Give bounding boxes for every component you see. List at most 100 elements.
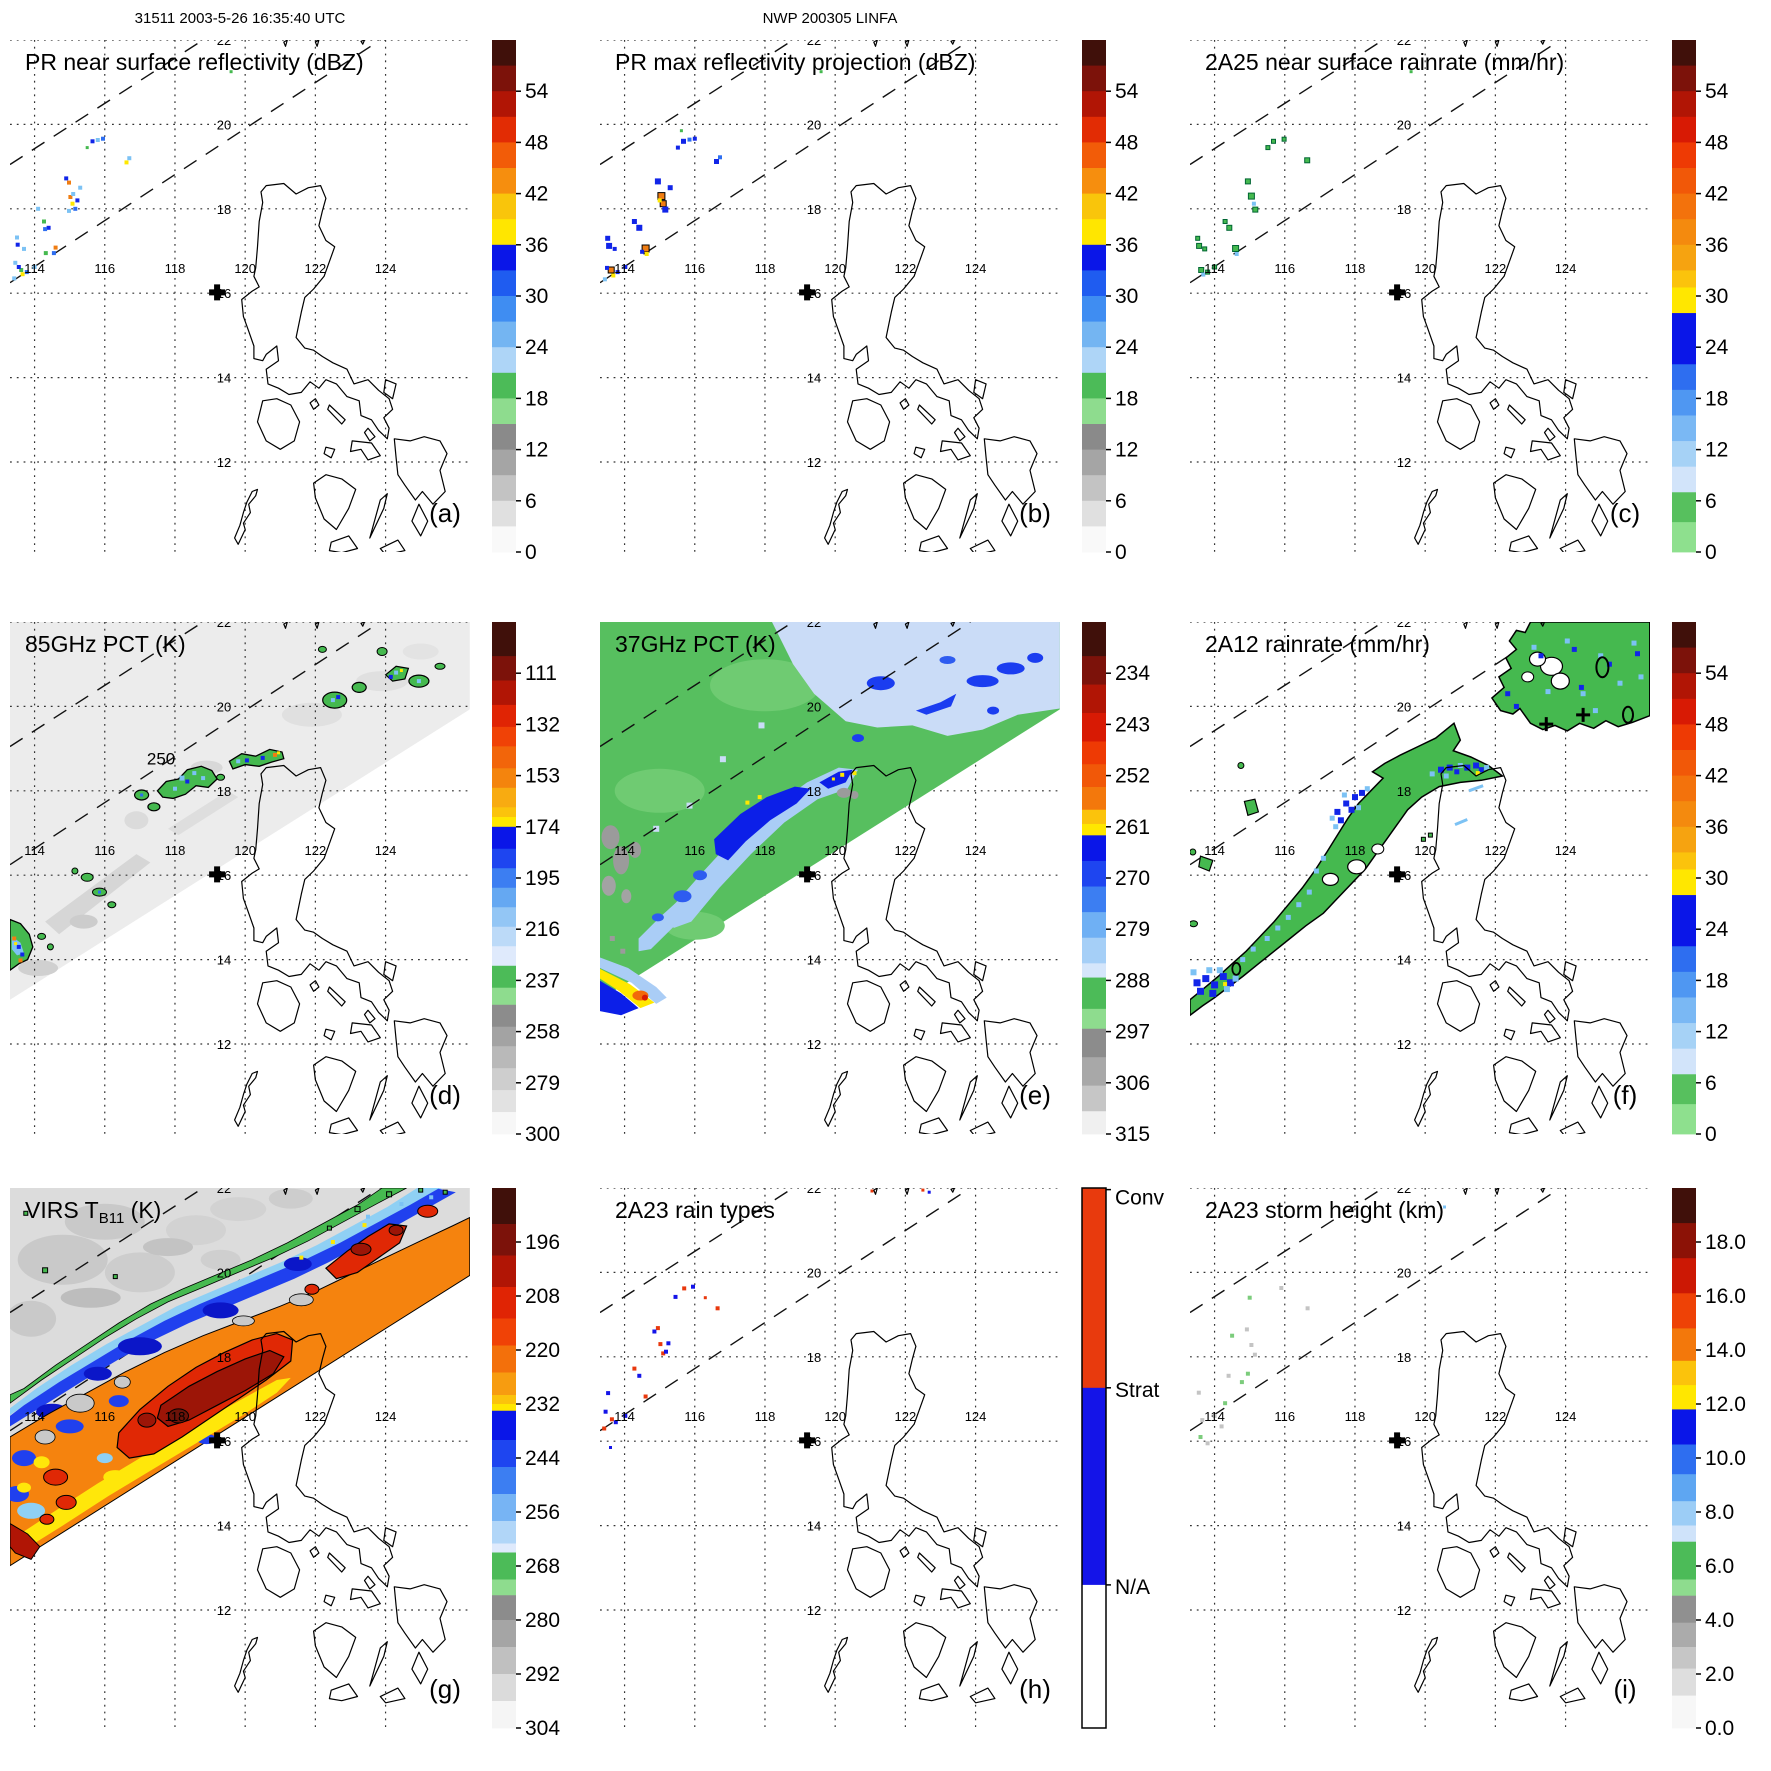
- svg-text:122: 122: [1485, 843, 1507, 858]
- svg-text:114: 114: [24, 261, 45, 276]
- panel-f-2a12-rainrate: 114 116 118 120 122 124 22 20 18 16 14 12 2A12 rainr…: [1180, 590, 1771, 1180]
- svg-text:12: 12: [1705, 439, 1728, 462]
- svg-text:18: 18: [1397, 202, 1411, 217]
- svg-text:124: 124: [965, 843, 987, 858]
- svg-text:120: 120: [234, 261, 256, 276]
- svg-text:122: 122: [1485, 1409, 1507, 1424]
- svg-text:16: 16: [807, 1434, 821, 1449]
- svg-text:VIRS TB11 (K): VIRS TB11 (K): [25, 1197, 161, 1227]
- svg-text:120: 120: [1414, 261, 1436, 276]
- svg-text:12: 12: [807, 1603, 821, 1618]
- svg-text:18: 18: [1397, 1350, 1411, 1365]
- svg-text:174: 174: [525, 816, 560, 839]
- svg-text:18: 18: [807, 1350, 821, 1365]
- svg-text:22: 22: [807, 33, 821, 48]
- svg-text:16: 16: [217, 1434, 231, 1449]
- svg-text:22: 22: [217, 615, 231, 630]
- svg-text:297: 297: [1115, 1021, 1150, 1044]
- svg-text:0: 0: [1705, 541, 1717, 564]
- svg-text:118: 118: [1345, 843, 1366, 858]
- svg-text:48: 48: [1705, 713, 1728, 736]
- svg-text:12: 12: [525, 439, 548, 462]
- panel-b-pr-max-reflectivity-projection: 114 116 118 120 122 124 22 20 18 16 14 12 PR max ref…: [590, 0, 1180, 590]
- svg-text:118: 118: [1345, 1409, 1366, 1424]
- svg-text:(i): (i): [1613, 1674, 1636, 1704]
- svg-text:304: 304: [525, 1717, 560, 1740]
- svg-text:114: 114: [614, 261, 635, 276]
- svg-text:24: 24: [525, 336, 549, 359]
- svg-text:124: 124: [965, 261, 987, 276]
- svg-text:292: 292: [525, 1663, 560, 1686]
- panel-d-85ghz-pct: 250 114 116 118 120 122 124 22 20 18 16 14 12 85GHz P…: [0, 590, 590, 1180]
- svg-text:14: 14: [807, 953, 821, 968]
- svg-text:124: 124: [1555, 843, 1577, 858]
- svg-text:6: 6: [1705, 1072, 1717, 1095]
- svg-text:2A25 near surface rainrate (mm: 2A25 near surface rainrate (mm/hr): [1205, 49, 1564, 75]
- svg-text:216: 216: [525, 918, 560, 941]
- svg-text:22: 22: [807, 615, 821, 630]
- overpass-header: 31511 2003-5-26 16:35:40 UTC: [134, 10, 346, 27]
- svg-text:120: 120: [234, 1409, 256, 1424]
- svg-text:114: 114: [24, 843, 45, 858]
- svg-text:153: 153: [525, 765, 560, 788]
- svg-text:120: 120: [824, 843, 846, 858]
- svg-text:196: 196: [525, 1231, 560, 1254]
- svg-text:114: 114: [614, 843, 635, 858]
- svg-text:116: 116: [684, 261, 705, 276]
- svg-text:258: 258: [525, 1021, 560, 1044]
- svg-text:12: 12: [1397, 1037, 1411, 1052]
- svg-text:(c): (c): [1610, 498, 1640, 528]
- svg-text:18: 18: [807, 202, 821, 217]
- svg-text:220: 220: [525, 1339, 560, 1362]
- svg-text:120: 120: [824, 261, 846, 276]
- svg-text:(f): (f): [1613, 1080, 1638, 1110]
- svg-text:16.0: 16.0: [1705, 1285, 1746, 1308]
- svg-text:48: 48: [525, 131, 548, 154]
- svg-text:122: 122: [305, 843, 327, 858]
- panel-a-pr-near-surface-reflectivity: 114 116 118 120 122 124 22 20 18 16 14 12 PR near su…: [0, 0, 590, 590]
- svg-text:18: 18: [217, 202, 231, 217]
- svg-text:12: 12: [217, 455, 231, 470]
- svg-text:8.0: 8.0: [1705, 1501, 1734, 1524]
- svg-text:36: 36: [1705, 816, 1728, 839]
- svg-text:118: 118: [755, 843, 776, 858]
- svg-text:30: 30: [1115, 285, 1138, 308]
- svg-text:124: 124: [375, 843, 397, 858]
- svg-text:12: 12: [807, 1037, 821, 1052]
- svg-text:124: 124: [965, 1409, 987, 1424]
- svg-text:120: 120: [1414, 843, 1436, 858]
- svg-text:30: 30: [1705, 867, 1728, 890]
- map-2a23-storm-height: 114 116 118 120 122 124 22 20 18 16 14 12 2A23 storm…: [1190, 1188, 1746, 1740]
- svg-text:18: 18: [217, 784, 231, 799]
- map-85ghz-pct: 250 114 116 118 120 122 124 22 20 18 16 14 12 85GHz P…: [10, 615, 560, 1146]
- svg-text:114: 114: [24, 1409, 45, 1424]
- svg-text:16: 16: [1397, 1434, 1411, 1449]
- svg-text:14: 14: [217, 953, 231, 968]
- svg-text:243: 243: [1115, 713, 1150, 736]
- svg-text:14: 14: [807, 1519, 821, 1534]
- svg-text:42: 42: [525, 183, 548, 206]
- svg-text:0: 0: [1705, 1123, 1717, 1146]
- svg-text:315: 315: [1115, 1123, 1150, 1146]
- svg-text:111: 111: [525, 662, 557, 685]
- svg-text:(d): (d): [429, 1080, 461, 1110]
- svg-text:2.0: 2.0: [1705, 1663, 1734, 1686]
- svg-text:18: 18: [1397, 784, 1411, 799]
- storm-name-header: NWP 200305 LINFA: [762, 10, 898, 27]
- svg-text:279: 279: [525, 1072, 560, 1095]
- map-37ghz-pct: 114 116 118 120 122 124 22 20 18 16 14 12 37GHz PCT …: [600, 615, 1150, 1146]
- svg-text:116: 116: [684, 843, 705, 858]
- svg-text:12: 12: [217, 1603, 231, 1618]
- svg-text:22: 22: [217, 1181, 231, 1196]
- svg-text:20: 20: [807, 1265, 821, 1280]
- svg-text:122: 122: [1485, 261, 1507, 276]
- svg-text:118: 118: [755, 1409, 776, 1424]
- svg-text:PR near surface reflectivity (: PR near surface reflectivity (dBZ): [25, 49, 364, 75]
- svg-text:20: 20: [217, 1265, 231, 1280]
- svg-text:2A12 rainrate (mm/hr): 2A12 rainrate (mm/hr): [1205, 631, 1430, 657]
- svg-text:18: 18: [525, 387, 548, 410]
- svg-text:268: 268: [525, 1555, 560, 1578]
- svg-text:24: 24: [1705, 918, 1729, 941]
- svg-text:54: 54: [1705, 80, 1729, 103]
